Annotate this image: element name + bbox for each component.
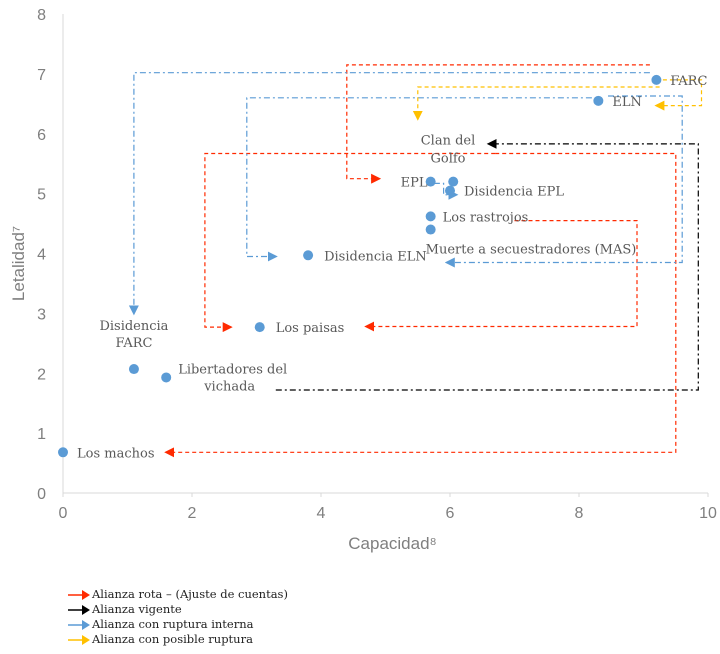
relation-connector bbox=[364, 220, 638, 332]
y-tick-label: 6 bbox=[37, 127, 46, 144]
relation-connector bbox=[275, 138, 699, 391]
point-labels: FARC ELN EPL Disidencia EPL Los rastrojos Mue… bbox=[77, 74, 707, 461]
relation-connector bbox=[164, 152, 677, 458]
x-axis-title: Capacidad⁸ bbox=[348, 534, 436, 553]
legend-swatch-black bbox=[66, 604, 92, 615]
y-tick-label: 0 bbox=[37, 486, 46, 503]
legend-label: Alianza con posible ruptura bbox=[92, 631, 253, 646]
y-tick-label: 1 bbox=[37, 426, 46, 443]
x-tick-label: 2 bbox=[188, 505, 197, 522]
relation-connector bbox=[128, 72, 650, 316]
point-label: Disidencia EPL bbox=[464, 185, 564, 200]
relation-connector bbox=[412, 86, 660, 121]
legend-swatch-red bbox=[66, 589, 92, 600]
data-point bbox=[445, 185, 455, 196]
data-point bbox=[161, 372, 172, 383]
y-tick-label: 5 bbox=[37, 187, 46, 204]
point-label: Libertadores del bbox=[178, 362, 287, 377]
y-tick-label: 2 bbox=[37, 366, 46, 383]
legend-swatch-yellow bbox=[66, 634, 92, 645]
data-point bbox=[425, 224, 436, 235]
relation-connector bbox=[444, 95, 683, 268]
point-label: Los paisas bbox=[276, 321, 345, 336]
x-tick-label: 0 bbox=[59, 505, 68, 522]
y-tick-label: 3 bbox=[37, 306, 46, 323]
point-label: Disidencia ELN bbox=[324, 249, 427, 264]
y-tick-label: 7 bbox=[37, 67, 46, 84]
point-label: Disidencia bbox=[99, 319, 168, 334]
data-point bbox=[425, 211, 436, 222]
x-tick-label: 10 bbox=[699, 505, 717, 522]
legend-label: Alianza con ruptura interna bbox=[92, 616, 254, 631]
y-axis-title: Letalidad⁷ bbox=[9, 226, 28, 301]
data-point bbox=[448, 176, 459, 187]
point-label: FARC bbox=[670, 74, 707, 89]
x-tick-label: 4 bbox=[317, 505, 326, 522]
data-points bbox=[58, 74, 662, 458]
y-tick-label: 8 bbox=[37, 7, 46, 24]
legend-item-posible-ruptura: Alianza con posible ruptura bbox=[66, 631, 253, 646]
data-point bbox=[58, 447, 68, 458]
point-label: vichada bbox=[203, 379, 255, 394]
relation-connector bbox=[654, 79, 703, 111]
legend-label: Alianza rota – (Ajuste de cuentas) bbox=[92, 586, 288, 601]
data-point bbox=[593, 95, 604, 106]
data-point bbox=[425, 176, 436, 187]
annotation-label: Golfo bbox=[430, 152, 465, 167]
relation-connector bbox=[346, 64, 650, 184]
annotation-label: Clan del bbox=[421, 134, 476, 149]
point-label: Los machos bbox=[77, 446, 155, 461]
data-point bbox=[651, 74, 662, 85]
legend-swatch-blue bbox=[66, 619, 92, 630]
legend-item-ruptura-interna: Alianza con ruptura interna bbox=[66, 616, 254, 631]
data-point bbox=[128, 364, 139, 375]
relation-connector bbox=[246, 97, 592, 262]
point-label: ELN bbox=[612, 95, 642, 110]
axes: 0 2 4 6 8 10 0 1 2 3 4 5 6 7 8 Capacidad⁸ Letalidad⁷ bbox=[9, 7, 717, 553]
relation-connector bbox=[204, 152, 496, 333]
x-tick-label: 8 bbox=[575, 505, 584, 522]
y-tick-label: 4 bbox=[37, 247, 46, 264]
relation-connectors bbox=[128, 64, 703, 458]
point-label: FARC bbox=[115, 336, 152, 351]
point-label: Muerte a secuestradores (MAS) bbox=[426, 243, 637, 258]
legend-item-alianza-vigente: Alianza vigente bbox=[66, 601, 182, 616]
x-tick-label: 6 bbox=[446, 505, 455, 522]
data-point bbox=[254, 322, 265, 333]
relation-connector bbox=[433, 182, 459, 200]
legend-item-alianza-rota: Alianza rota – (Ajuste de cuentas) bbox=[66, 586, 288, 601]
data-point bbox=[303, 250, 314, 261]
point-label: Los rastrojos bbox=[443, 210, 529, 225]
legend-label: Alianza vigente bbox=[92, 601, 182, 616]
point-label: EPL bbox=[401, 176, 428, 191]
